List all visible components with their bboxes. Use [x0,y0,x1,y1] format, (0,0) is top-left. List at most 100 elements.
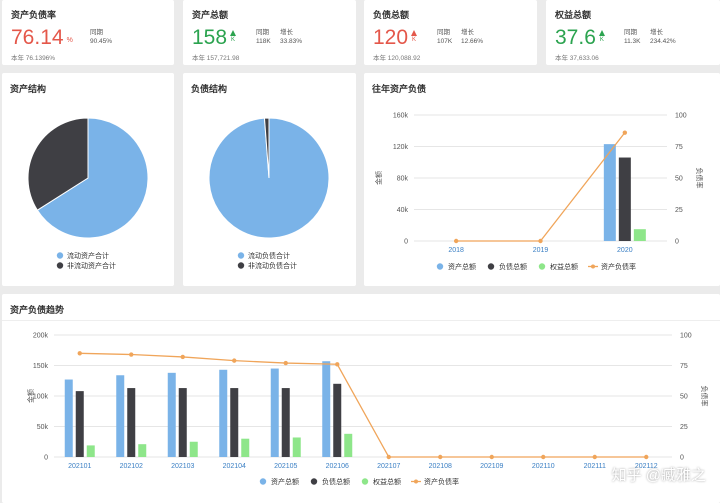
kpi-meta: 增长 12.66% [461,28,483,46]
kpi-footer: 本年 37,633.06 [555,55,599,62]
bar [230,388,239,457]
y2-tick-label: 50 [675,176,683,183]
line-point [453,238,459,244]
bar [64,379,73,457]
legend-label: 资产总额 [448,262,476,271]
bar [178,388,187,457]
x-tick-label: 2018 [448,247,464,254]
bar [633,229,646,241]
kpi-meta-value: 118K [256,38,271,45]
x-tick-label: 202111 [584,463,606,470]
legend-marker [310,478,318,485]
legend-marker [361,478,369,485]
x-tick-label: 202109 [480,463,503,470]
kpi-unit: K [599,37,604,43]
arrow-up-icon: K [598,30,605,44]
x-tick-label: 202108 [429,463,452,470]
bar [138,444,147,457]
kpi-meta-value: 234.42% [650,38,676,45]
line-series [79,352,647,458]
kpi-title: 资产总额 [192,10,229,20]
legend-marker [259,478,267,485]
kpi-card-total-assets: 资产总额 158 K 同期 118K 增长 33.83% 本年 157,721.9… [183,0,356,65]
bar [116,375,125,457]
kpi-value-number: 120 [373,26,409,49]
x-tick-label: 202110 [532,463,555,470]
kpi-value-number: 37.6 [555,26,596,49]
x-tick-label: 202112 [635,463,658,470]
x-tick-label: 202103 [171,463,194,470]
legend-marker [56,252,64,259]
panel-trend: 资产负债趋势 0 50k 100k 150k 200k 0 25 50 75 100 金额 负债率 20… [2,294,720,503]
legend-label: 权益总额 [373,477,401,486]
line-point [232,358,237,363]
kpi-value: 158 K [192,26,237,50]
kpi-meta-value: 11.3K [624,38,641,45]
kpi-meta-label: 同期 [256,29,269,36]
watermark: 知乎 @臧雅之 [611,467,706,484]
legend-marker [237,252,245,259]
legend-label: 非流动资产合计 [67,261,116,270]
x-tick-label: 202104 [223,463,246,470]
trend-combo-chart: 0 50k 100k 150k 200k 0 25 50 75 100 金额 负债率 202101 202… [26,333,709,487]
history-combo-chart: 0 40k 80k 120k 160k 0 25 50 75 100 金额 负债率 2018 2019 20… [374,113,704,272]
line-point [77,351,82,356]
x-tick-label: 2020 [617,247,633,254]
bar [189,441,198,457]
kpi-value-number: 158 [192,26,228,49]
y-tick-label: 160k [393,113,409,120]
kpi-meta-label: 同期 [624,29,637,36]
kpi-card-debt-ratio: 资产负债率 76.14% 同期 90.45% 本年 76.1396% [2,0,174,65]
kpi-unit: % [66,37,73,44]
legend-marker [237,262,245,269]
y2-axis-title: 负债率 [695,168,704,189]
panel-title: 资产负债趋势 [10,305,65,315]
y-axis-title: 金额 [374,171,383,185]
bar [333,383,342,457]
line-point [592,454,597,460]
kpi-meta-label: 增长 [280,29,293,36]
kpi-footer: 本年 120,088.92 [373,55,421,62]
kpi-title: 权益总额 [555,10,592,20]
kpi-meta: 同期 90.45% [90,28,112,46]
kpi-meta-label: 增长 [461,29,474,36]
legend-label: 负债总额 [322,477,350,486]
y-axis-title: 金额 [26,389,35,403]
line-point [541,454,546,460]
bar [167,372,176,457]
panel-divider [2,320,720,321]
bar [75,391,84,457]
legend-label: 权益总额 [550,262,578,271]
bar [603,144,616,241]
bar [86,445,95,457]
kpi-unit: K [231,37,236,43]
y-tick-label: 0 [404,239,408,246]
line-point [386,454,391,460]
kpi-meta-label: 同期 [437,29,450,36]
y2-tick-label: 100 [675,113,687,120]
y-tick-label: 200k [33,333,49,340]
line-point [622,130,628,135]
line-point [335,362,340,367]
kpi-meta: 同期 11.3K [624,28,641,46]
y-tick-label: 80k [397,176,409,183]
legend-label: 负债总额 [499,262,527,271]
panel-history: 往年资产负债 0 40k 80k 120k 160k 0 25 50 75 100 金额 负债率 201… [364,73,720,286]
kpi-meta: 增长 33.83% [280,28,302,46]
legend-label: 流动资产合计 [67,251,109,260]
kpi-meta-value: 12.66% [461,38,484,45]
legend-label: 非流动负债合计 [248,261,297,270]
x-tick-label: 202102 [120,463,143,470]
bar [219,369,228,457]
x-tick-label: 202105 [274,463,297,470]
bar [241,438,250,457]
x-tick-label: 202106 [326,463,349,470]
y2-axis-title: 负债率 [700,386,709,407]
line-point [489,454,494,460]
line-point [180,354,185,360]
arrow-up-icon: K [230,30,237,44]
legend-label: 资产总额 [271,477,299,486]
kpi-value: 76.14% [11,26,73,50]
